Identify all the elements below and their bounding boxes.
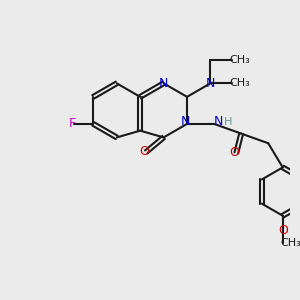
Text: F: F — [68, 117, 76, 130]
Text: CH₃: CH₃ — [280, 238, 300, 248]
Text: N: N — [159, 77, 168, 90]
Text: O: O — [139, 146, 149, 158]
Text: CH₃: CH₃ — [229, 78, 250, 88]
Text: N: N — [206, 77, 215, 90]
Text: H: H — [224, 117, 232, 127]
Text: N: N — [180, 116, 190, 128]
Text: CH₃: CH₃ — [229, 55, 250, 65]
Text: O: O — [278, 224, 288, 237]
Text: O: O — [230, 146, 239, 159]
Text: N: N — [213, 116, 223, 128]
